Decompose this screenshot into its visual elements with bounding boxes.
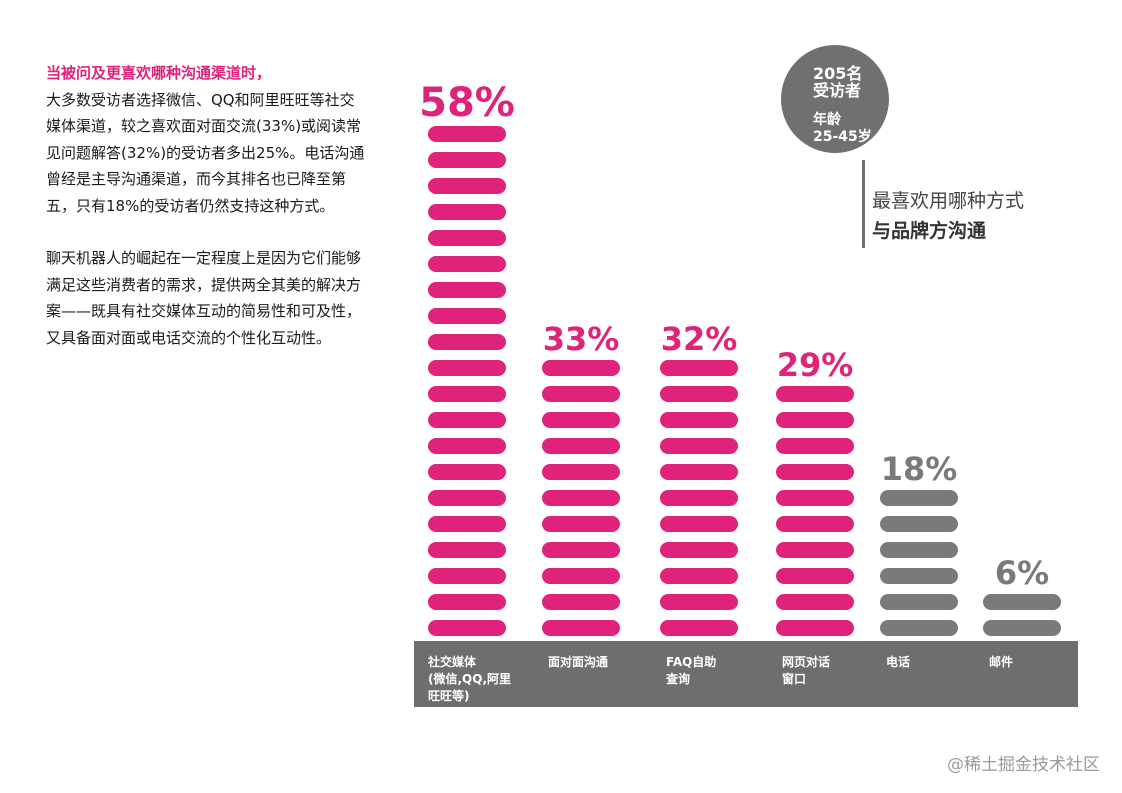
bar-segment	[428, 178, 506, 194]
age-range: 25-45岁	[813, 129, 872, 145]
bars-group	[428, 126, 1061, 636]
bar-segment	[428, 386, 506, 402]
bar-segment	[776, 464, 854, 480]
bar-segment	[428, 256, 506, 272]
intro-paragraph-1: 大多数受访者选择微信、QQ和阿里旺旺等社交媒体渠道，较之喜欢面对面交流(33%)…	[46, 90, 365, 215]
bar-segment	[660, 386, 738, 402]
bar-segment	[660, 516, 738, 532]
bar-segment	[542, 386, 620, 402]
badge-connector-line	[862, 160, 865, 248]
bar-segment	[428, 490, 506, 506]
bar-segment	[776, 438, 854, 454]
bar-segment	[660, 594, 738, 610]
bar-segment	[428, 282, 506, 298]
category-label: 社交媒体(微信,QQ,阿里旺旺等)	[427, 654, 511, 703]
bar-segment	[776, 516, 854, 532]
bar-segment	[542, 438, 620, 454]
bar-segment	[428, 568, 506, 584]
category-axis-band	[414, 641, 1078, 707]
bar-segment	[776, 490, 854, 506]
bar-segment	[660, 620, 738, 636]
category-labels-group: 社交媒体(微信,QQ,阿里旺旺等) 面对面沟通 FAQ自助查询 网页对话窗口 电话 邮件	[427, 654, 1013, 703]
bar-segment	[880, 516, 958, 532]
bar-segment	[660, 464, 738, 480]
intro-paragraph-2: 聊天机器人的崛起在一定程度上是因为它们能够满足这些消费者的需求，提供两全其美的解…	[46, 249, 362, 347]
respondents-badge: 205名 受访者 年龄 25-45岁	[781, 45, 889, 153]
chart-question: 最喜欢用哪种方式 与品牌方沟通	[872, 186, 1024, 246]
bar-segment	[776, 568, 854, 584]
bar-segment	[660, 542, 738, 558]
watermark: @稀土掘金技术社区	[947, 755, 1100, 775]
bar-segment	[776, 594, 854, 610]
bar-segment	[428, 412, 506, 428]
bar-segment	[428, 204, 506, 220]
bar-segment	[983, 620, 1061, 636]
bar-segment	[542, 542, 620, 558]
bar-segment	[776, 620, 854, 636]
value-label: 58%	[419, 80, 515, 126]
respondents-label: 受访者	[813, 81, 862, 100]
bar-segment	[428, 126, 506, 142]
bar-segment	[428, 308, 506, 324]
bar-segment	[880, 620, 958, 636]
bar-segment	[542, 594, 620, 610]
age-label: 年龄	[813, 112, 841, 128]
question-line-1: 最喜欢用哪种方式	[872, 190, 1025, 212]
bar-segment	[428, 360, 506, 376]
bar-segment	[428, 438, 506, 454]
bar-segment	[880, 594, 958, 610]
bar-segment	[428, 516, 506, 532]
category-label: 邮件	[989, 654, 1013, 669]
respondents-count: 205名	[813, 64, 863, 83]
bar-segment	[660, 438, 738, 454]
value-labels-group: 58% 33% 32% 29% 18% 6%	[419, 80, 1049, 592]
bar-segment	[660, 568, 738, 584]
bar-segment	[428, 620, 506, 636]
bar-segment	[542, 568, 620, 584]
bar-segment	[776, 386, 854, 402]
bar-segment	[880, 568, 958, 584]
bar-segment	[660, 360, 738, 376]
intro-text: 当被问及更喜欢哪种沟通渠道时， 大多数受访者选择微信、QQ和阿里旺旺等社交媒体渠…	[46, 60, 366, 351]
bar-segment	[428, 464, 506, 480]
bar-segment	[542, 464, 620, 480]
value-label: 32%	[661, 320, 738, 358]
bar-segment	[776, 412, 854, 428]
value-label: 29%	[777, 346, 854, 384]
bar-segment	[542, 516, 620, 532]
bar-segment	[660, 412, 738, 428]
bar-segment	[542, 490, 620, 506]
bar-segment	[776, 542, 854, 558]
question-line-2: 与品牌方沟通	[872, 220, 987, 242]
intro-lead: 当被问及更喜欢哪种沟通渠道时，	[46, 64, 272, 82]
bar-segment	[542, 412, 620, 428]
value-label: 18%	[881, 450, 958, 488]
value-label: 33%	[543, 320, 620, 358]
value-label: 6%	[995, 554, 1049, 592]
category-label: 电话	[886, 654, 910, 669]
bar-segment	[428, 152, 506, 168]
bar-segment	[542, 620, 620, 636]
bar-segment	[428, 542, 506, 558]
bar-segment	[428, 230, 506, 246]
category-label: 面对面沟通	[548, 654, 608, 669]
bar-segment	[428, 594, 506, 610]
category-label: 网页对话窗口	[782, 654, 830, 686]
category-label: FAQ自助查询	[665, 654, 716, 686]
bar-segment	[880, 542, 958, 558]
bar-segment	[428, 334, 506, 350]
bar-segment	[660, 490, 738, 506]
bar-segment	[542, 360, 620, 376]
bar-segment	[983, 594, 1061, 610]
bar-segment	[880, 490, 958, 506]
